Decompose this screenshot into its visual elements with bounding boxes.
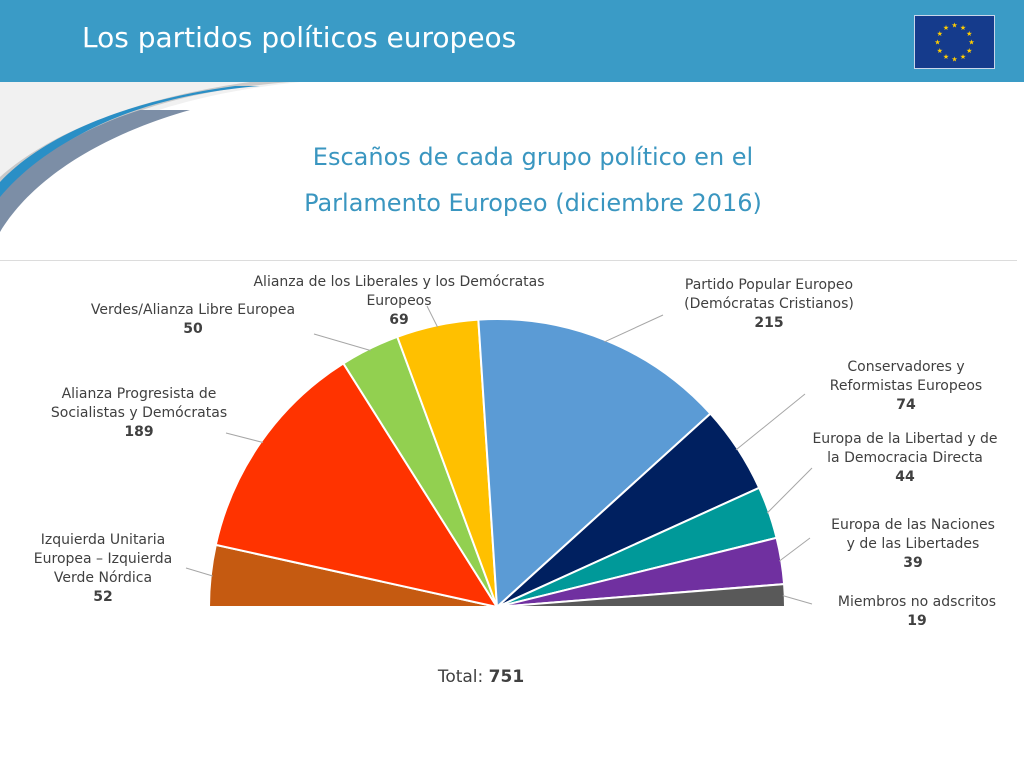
slice (207, 543, 498, 608)
slice (214, 362, 500, 609)
flag-star: ★ (943, 53, 949, 61)
slice-label-text: Socialistas y Demócratas (50, 405, 228, 421)
flag-star: ★ (960, 24, 966, 32)
slice-label: Europa de la Libertad y de la Democracia … (812, 430, 997, 487)
leader-line (735, 393, 806, 451)
slice-label: Partido Popular Europeo (Demócratas Crist… (684, 276, 854, 333)
slice-label-text: Alianza de los Liberales y los Demócrata… (253, 274, 545, 290)
slice-label: Alianza de los Liberales y los Demócrata… (253, 273, 544, 330)
slice-value: 50 (183, 321, 203, 337)
leader-line (766, 467, 813, 514)
slice-label: Miembros no adscritos 19 (838, 593, 996, 631)
slice-label-text: y de las Libertades (846, 536, 980, 552)
slice-label-text: Europea – Izquierda (33, 551, 173, 567)
leader-line (782, 595, 813, 605)
flag-star: ★ (951, 22, 957, 30)
slice-label-text: Partido Popular Europeo (684, 277, 854, 293)
slice-label-text: Verde Nórdica (53, 570, 153, 586)
header-bar (0, 0, 1024, 82)
slice-value: 19 (907, 613, 927, 629)
flag-star: ★ (951, 56, 957, 64)
slice-label: Verdes/Alianza Libre Europea 50 (91, 301, 295, 339)
slice (496, 536, 786, 608)
slide-title: Los partidos políticos europeos (82, 21, 517, 54)
flag-star: ★ (960, 53, 966, 61)
decorative-swoosh (0, 82, 300, 232)
flag-star: ★ (934, 39, 940, 47)
total-label: Total: (437, 667, 484, 687)
slice-label: Conservadores y Reformistas Europeos 74 (830, 358, 982, 415)
leader-line (313, 333, 371, 351)
slice-label-text: Reformistas Europeos (829, 378, 983, 394)
slice-label-text: Verdes/Alianza Libre Europea (90, 302, 296, 318)
flag-star: ★ (968, 39, 974, 47)
slice-value: 189 (124, 424, 154, 440)
slice (496, 486, 778, 608)
slice (341, 335, 498, 608)
slice (396, 318, 498, 608)
flag-star: ★ (943, 24, 949, 32)
slice-label: Europa de las Naciones y de las Libertade… (831, 516, 995, 573)
slice-label: Izquierda Unitaria Europea – Izquierda Ver… (34, 531, 172, 607)
slice-value: 44 (895, 469, 915, 485)
slice-label: Alianza Progresista de Socialistas y Demó… (51, 385, 227, 442)
flag-star: ★ (937, 47, 943, 55)
slice-label-text: Izquierda Unitaria (40, 532, 166, 548)
slice (477, 318, 712, 610)
slice-label-text: Conservadores y (847, 359, 965, 375)
separator-line (0, 260, 1017, 261)
slice-label-text: Alianza Progresista de (61, 386, 217, 402)
eu-flag-logo: ★ ★★★★★★★★★★★ (914, 15, 995, 69)
slice-value: 74 (896, 397, 916, 413)
flag-star: ★ (966, 30, 972, 38)
slice (496, 583, 787, 608)
leader-line (778, 537, 811, 562)
chart-title-line-1: Escaños de cada grupo político en el (312, 143, 754, 171)
leader-line (604, 314, 664, 343)
slice (496, 412, 761, 608)
slice-label-text: Europeos (366, 293, 432, 309)
total-value: 751 (488, 667, 525, 687)
slice-label-text: (Demócratas Cristianos) (684, 296, 854, 312)
chart-title-line-2: Parlamento Europeo (diciembre 2016) (304, 189, 762, 217)
slice-value: 39 (903, 555, 923, 571)
slice-value: 69 (389, 312, 409, 328)
flag-star: ★ (966, 47, 972, 55)
flag-star: ★ (937, 30, 943, 38)
leader-line (185, 567, 213, 577)
slice-value: 52 (93, 589, 113, 605)
slice-label-text: Europa de las Naciones (831, 517, 995, 533)
slice-label-text: Europa de la Libertad y de (812, 431, 998, 447)
total-seats: Total: 751 (438, 667, 524, 687)
slice-value: 215 (754, 315, 784, 331)
leader-line (225, 432, 264, 443)
slice-label-text: Miembros no adscritos (837, 594, 997, 610)
slice-label-text: la Democracia Directa (827, 450, 983, 466)
